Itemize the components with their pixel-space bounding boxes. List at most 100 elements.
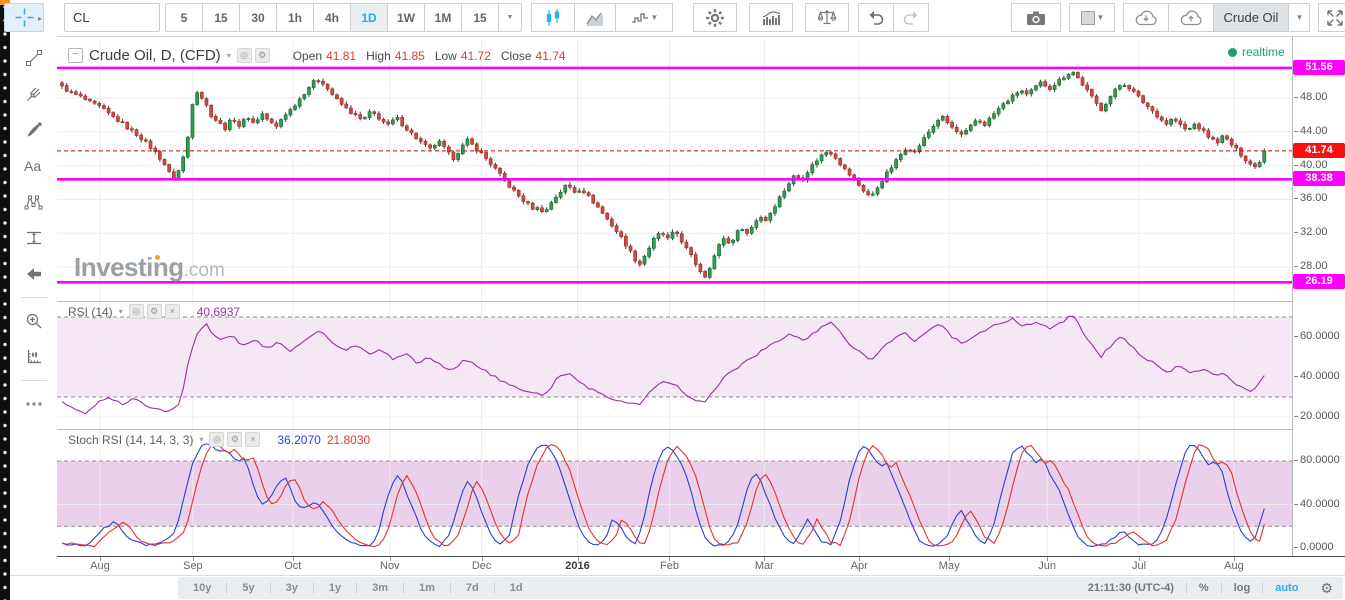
chevron-down-icon: ▼ xyxy=(507,14,514,21)
auto-scale-button[interactable]: auto xyxy=(1263,582,1310,594)
rsi-pane-canvas[interactable] xyxy=(57,302,1292,429)
percent-scale-button[interactable]: % xyxy=(1187,582,1221,594)
range-button-3m[interactable]: 3m xyxy=(357,582,403,594)
interval-button-1h[interactable]: 1h xyxy=(276,3,314,32)
candlestick-icon xyxy=(543,8,563,28)
hide-indicator-icon[interactable]: ◎ xyxy=(209,432,224,447)
settings-gear-icon[interactable]: ⚙ xyxy=(1310,580,1333,597)
ohlc-label-high: High xyxy=(366,49,391,63)
stoch-d-value: 21.8030 xyxy=(327,433,370,447)
log-scale-button[interactable]: log xyxy=(1222,582,1263,594)
cloud-upload-icon xyxy=(1178,8,1204,28)
redo-button[interactable] xyxy=(893,3,929,32)
sidebar-zoom-in-tool[interactable] xyxy=(10,303,57,339)
range-button-3y[interactable]: 3y xyxy=(271,582,313,594)
interval-button-5[interactable]: 5 xyxy=(165,3,203,32)
hide-series-icon[interactable]: ◎ xyxy=(237,48,252,63)
background-color-button[interactable]: ▼ xyxy=(1069,3,1115,32)
filmstrip-border xyxy=(0,0,10,600)
bottom-toolbar-bar: 10y5y3y1y3m1m7d1d 21:11:30 (UTC-4) % log… xyxy=(178,577,1343,599)
realtime-badge: realtime xyxy=(1228,45,1285,59)
chevron-down-icon[interactable]: ▾ xyxy=(227,51,231,60)
remove-indicator-icon[interactable]: × xyxy=(245,432,260,447)
symbol-input[interactable]: CL xyxy=(64,3,160,32)
indicator-settings-icon[interactable]: ⚙ xyxy=(227,432,242,447)
time-axis[interactable]: AugSepOctNovDec2016FebMarAprMayJunJulAug xyxy=(10,557,1345,575)
crosshair-icon xyxy=(14,7,35,28)
month-label-Jul: Jul xyxy=(1132,560,1146,572)
range-button-1m[interactable]: 1m xyxy=(404,582,450,594)
axis-tick-label: 40.0000 xyxy=(1294,370,1340,382)
chart-settings-button[interactable] xyxy=(693,3,737,32)
screenshot-button[interactable] xyxy=(1011,3,1061,32)
interval-dropdown-caret[interactable]: ▼ xyxy=(498,3,522,32)
xabcd-pattern-tool-icon xyxy=(24,193,43,211)
drawing-tools-sidebar: Aa xyxy=(10,36,57,575)
interval-button-1M[interactable]: 1M xyxy=(424,3,462,32)
range-button-10y[interactable]: 10y xyxy=(178,582,226,594)
range-button-5y[interactable]: 5y xyxy=(227,582,269,594)
sidebar-text-tool[interactable]: Aa xyxy=(10,148,57,184)
undo-button[interactable] xyxy=(858,3,894,32)
chevron-down-icon: ▼ xyxy=(1296,13,1304,22)
axis-tick-label: 0.0000 xyxy=(1294,541,1334,553)
sidebar-trendline-tool[interactable] xyxy=(10,40,57,76)
saved-chart-dropdown[interactable]: ▼ xyxy=(1288,3,1310,32)
stoch-label: Stoch RSI (14, 14, 3, 3) xyxy=(68,433,193,447)
sidebar-measure-tool[interactable] xyxy=(10,339,57,375)
range-button-1y[interactable]: 1y xyxy=(314,582,356,594)
redo-icon xyxy=(902,10,920,26)
undo-redo-group xyxy=(859,3,929,32)
axis-price-tag: 41.74 xyxy=(1293,143,1345,158)
pane-separator[interactable] xyxy=(57,301,1345,302)
price-axis[interactable]: 48.0044.0040.0036.0032.0028.0051.5638.38… xyxy=(1292,37,1345,556)
sidebar-arrow-tool[interactable] xyxy=(10,256,57,292)
add-indicator-button[interactable] xyxy=(749,3,793,32)
minimize-icon[interactable]: − xyxy=(68,48,83,63)
chart-type-area-button[interactable] xyxy=(574,3,616,32)
range-button-1d[interactable]: 1d xyxy=(495,582,538,594)
sidebar-xabcd-pattern-tool[interactable] xyxy=(10,184,57,220)
crosshair-tool-button[interactable]: ▸ xyxy=(4,3,44,32)
chart-type-step-button[interactable]: ▼ xyxy=(615,3,673,32)
settings-gear-icon xyxy=(705,8,725,28)
month-label-Jun: Jun xyxy=(1038,560,1056,572)
axis-tick-label: 44.00 xyxy=(1294,125,1328,137)
interval-button-15[interactable]: 15 xyxy=(461,3,499,32)
sidebar-brush-tool[interactable] xyxy=(10,112,57,148)
chevron-down-icon[interactable]: ▾ xyxy=(199,435,203,444)
ohlc-values: Open41.81High41.85Low41.72Close41.74 xyxy=(283,49,566,63)
stoch-pane-canvas[interactable] xyxy=(57,430,1292,556)
remove-indicator-icon[interactable]: × xyxy=(165,304,180,319)
save-chart-button[interactable] xyxy=(1168,3,1214,32)
sidebar-pitchfork-tool[interactable] xyxy=(10,76,57,112)
pane-separator[interactable] xyxy=(57,429,1345,430)
fullscreen-button[interactable] xyxy=(1318,3,1345,32)
compare-button[interactable] xyxy=(805,3,849,32)
ohlc-value-high: 41.85 xyxy=(395,49,425,63)
hide-indicator-icon[interactable]: ◎ xyxy=(129,304,144,319)
interval-button-4h[interactable]: 4h xyxy=(313,3,351,32)
sidebar-more-tools[interactable] xyxy=(10,386,57,422)
interval-button-30[interactable]: 30 xyxy=(239,3,277,32)
ohlc-value-low: 41.72 xyxy=(461,49,491,63)
arrow-tool-icon xyxy=(25,265,43,283)
interval-button-1D[interactable]: 1D xyxy=(350,3,388,32)
range-button-7d[interactable]: 7d xyxy=(451,582,494,594)
undo-icon xyxy=(867,10,885,26)
indicator-settings-icon[interactable]: ⚙ xyxy=(147,304,162,319)
load-chart-button[interactable] xyxy=(1123,3,1169,32)
chevron-down-icon: ▼ xyxy=(651,13,659,22)
month-label-Apr: Apr xyxy=(851,560,868,572)
price-pane-canvas[interactable] xyxy=(57,40,1292,301)
series-settings-icon[interactable]: ⚙ xyxy=(255,48,270,63)
chart-type-candlestick-button[interactable] xyxy=(531,3,575,32)
month-label-Aug: Aug xyxy=(90,560,110,572)
saved-chart-name[interactable]: Crude Oil xyxy=(1213,3,1289,32)
chevron-down-icon[interactable]: ▾ xyxy=(119,307,123,316)
interval-button-1W[interactable]: 1W xyxy=(387,3,425,32)
sidebar-fib-retracement-tool[interactable] xyxy=(10,220,57,256)
interval-button-15[interactable]: 15 xyxy=(202,3,240,32)
chart-type-group: ▼ xyxy=(532,3,673,32)
compare-group xyxy=(806,3,849,32)
